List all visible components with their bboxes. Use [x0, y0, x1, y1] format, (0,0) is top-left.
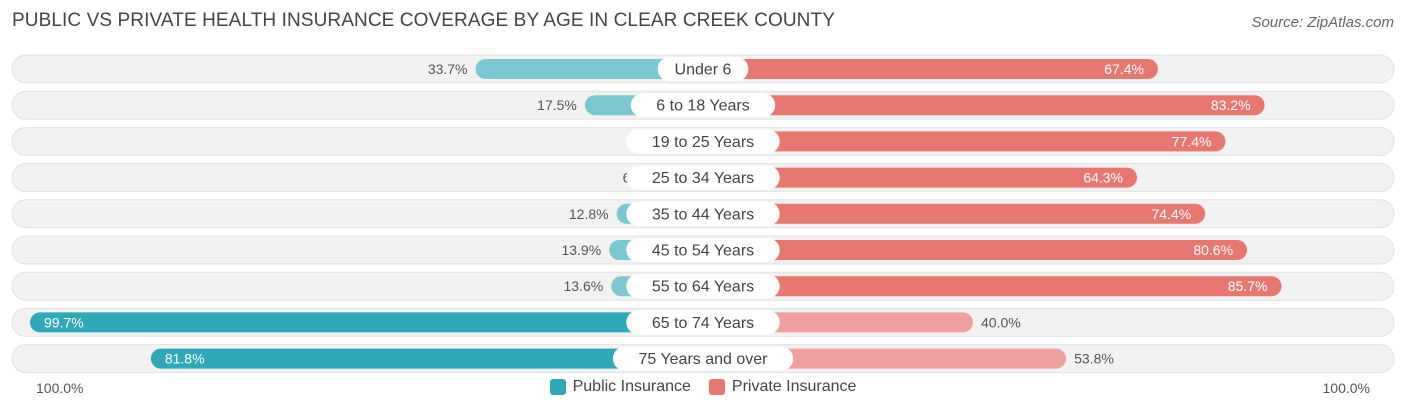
- private-value-label: 83.2%: [1211, 97, 1251, 113]
- axis-left-label: 100.0%: [36, 380, 84, 396]
- public-value-label: 12.8%: [569, 206, 609, 222]
- legend: Public Insurance Private Insurance: [0, 378, 1406, 396]
- legend-swatch-private: [708, 379, 725, 395]
- category-label: 19 to 25 Years: [652, 134, 754, 151]
- legend-item-private[interactable]: Private Insurance: [708, 378, 857, 396]
- chart-area: 33.7% 67.4% Under 6 17.5% 83.2% 6 to 18 Years…: [11, 54, 1395, 374]
- category-pill: [626, 201, 780, 226]
- axis-right-label: 100.0%: [1322, 380, 1370, 396]
- category-pill: [626, 274, 780, 299]
- private-bar: [703, 276, 1282, 297]
- private-bar: [703, 240, 1248, 260]
- public-value-label: 99.7%: [44, 314, 84, 330]
- public-bar: [30, 312, 703, 333]
- private-bar: [703, 95, 1265, 116]
- category-pill: [626, 310, 780, 335]
- category-label: 55 to 64 Years: [652, 279, 754, 296]
- private-value-label: 53.8%: [1074, 351, 1114, 367]
- public-value-label: 17.5%: [537, 97, 577, 113]
- category-label: 45 to 54 Years: [652, 243, 754, 260]
- private-value-label: 77.4%: [1172, 133, 1212, 149]
- legend-item-public[interactable]: Public Insurance: [549, 378, 691, 396]
- private-bar: [703, 203, 1206, 224]
- category-label: Under 6: [675, 62, 732, 79]
- category-label: 6 to 18 Years: [656, 98, 749, 115]
- legend-label-public: Public Insurance: [572, 378, 691, 395]
- chart-title: PUBLIC VS PRIVATE HEALTH INSURANCE COVER…: [12, 10, 835, 31]
- private-bar: [703, 131, 1226, 152]
- public-value-label: 81.8%: [165, 351, 205, 367]
- private-value-label: 67.4%: [1104, 61, 1144, 77]
- private-value-label: 40.0%: [981, 314, 1021, 330]
- public-value-label: 13.9%: [561, 242, 601, 258]
- category-pill: [657, 57, 749, 81]
- category-pill: [626, 238, 780, 262]
- category-pill: [626, 165, 780, 190]
- category-label: 75 Years and over: [639, 351, 769, 368]
- category-pill: [612, 346, 794, 371]
- private-bar: [703, 348, 1067, 369]
- private-bar: [703, 59, 1158, 79]
- private-value-label: 64.3%: [1083, 170, 1123, 186]
- category-pill: [630, 93, 776, 118]
- public-bar: [150, 348, 704, 369]
- category-label: 65 to 74 Years: [652, 315, 754, 332]
- private-value-label: 85.7%: [1228, 278, 1268, 294]
- public-value-label: 13.6%: [563, 278, 603, 294]
- legend-swatch-public: [549, 379, 566, 395]
- public-value-label: 33.7%: [428, 61, 468, 77]
- source-label: Source: ZipAtlas.com: [1251, 14, 1394, 31]
- private-bar: [703, 167, 1138, 188]
- category-label: 25 to 34 Years: [652, 170, 754, 187]
- private-value-label: 74.4%: [1151, 206, 1191, 222]
- category-pill: [626, 129, 780, 154]
- private-value-label: 80.6%: [1193, 242, 1233, 258]
- category-label: 35 to 44 Years: [652, 206, 754, 223]
- legend-label-private: Private Insurance: [731, 378, 857, 395]
- public-bar: [475, 59, 703, 79]
